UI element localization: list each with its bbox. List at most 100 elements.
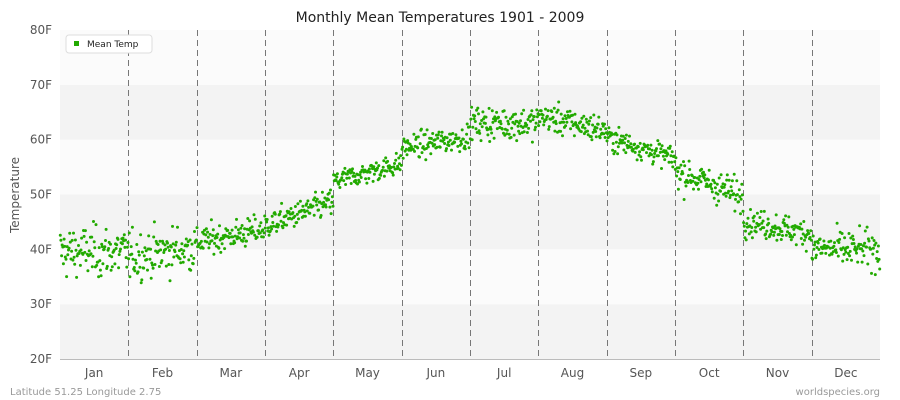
month-dividers bbox=[128, 30, 813, 359]
y-tick-label: 40F bbox=[30, 242, 52, 256]
data-point bbox=[750, 236, 754, 240]
data-point bbox=[767, 221, 771, 225]
data-point bbox=[460, 128, 464, 132]
y-axis-label: Temperature bbox=[8, 157, 22, 234]
data-point bbox=[860, 260, 864, 264]
data-point bbox=[261, 228, 265, 232]
data-point bbox=[230, 228, 234, 232]
data-point bbox=[167, 263, 171, 266]
data-point bbox=[676, 187, 680, 191]
data-point bbox=[189, 254, 193, 258]
data-point bbox=[205, 240, 209, 244]
data-point bbox=[135, 243, 139, 246]
data-point bbox=[206, 230, 210, 234]
data-point bbox=[553, 129, 557, 133]
data-point bbox=[66, 253, 70, 257]
data-point bbox=[713, 186, 717, 190]
data-point bbox=[863, 229, 867, 233]
data-point bbox=[416, 135, 420, 139]
data-point bbox=[115, 243, 119, 247]
data-point bbox=[592, 113, 596, 117]
data-point bbox=[772, 233, 776, 237]
data-point bbox=[319, 214, 323, 217]
data-point bbox=[413, 149, 416, 153]
data-point bbox=[270, 227, 274, 231]
data-point bbox=[114, 247, 118, 250]
data-point bbox=[271, 221, 275, 224]
data-point bbox=[253, 217, 257, 221]
data-point bbox=[246, 233, 250, 236]
data-point bbox=[730, 189, 734, 193]
data-point bbox=[529, 113, 533, 117]
data-point bbox=[858, 224, 862, 228]
data-point bbox=[168, 279, 172, 283]
data-point bbox=[490, 131, 494, 135]
data-point bbox=[456, 144, 460, 148]
data-point bbox=[775, 238, 779, 242]
data-point bbox=[602, 132, 606, 136]
data-point bbox=[480, 125, 484, 129]
data-point bbox=[728, 196, 732, 200]
data-point bbox=[389, 165, 393, 169]
data-point bbox=[187, 258, 191, 262]
data-point bbox=[204, 227, 208, 231]
data-point bbox=[603, 136, 607, 139]
data-point bbox=[840, 232, 844, 235]
data-point bbox=[786, 230, 789, 234]
data-point bbox=[279, 219, 283, 223]
data-point bbox=[824, 251, 828, 255]
data-point bbox=[591, 123, 595, 127]
data-point bbox=[873, 273, 877, 277]
data-point bbox=[241, 233, 245, 237]
data-point bbox=[171, 224, 174, 228]
data-point bbox=[792, 227, 796, 231]
data-point bbox=[817, 248, 821, 251]
data-point bbox=[367, 167, 371, 171]
data-point bbox=[505, 128, 509, 132]
data-point bbox=[705, 182, 709, 186]
data-point bbox=[343, 166, 347, 170]
data-point bbox=[531, 118, 535, 122]
data-point bbox=[715, 203, 719, 207]
data-point bbox=[381, 168, 384, 172]
data-point bbox=[377, 176, 381, 180]
y-tick-label: 30F bbox=[30, 297, 52, 311]
data-point bbox=[117, 266, 121, 270]
data-point bbox=[172, 255, 176, 259]
data-point bbox=[258, 224, 262, 228]
data-point bbox=[140, 250, 144, 254]
data-point bbox=[284, 214, 288, 218]
data-point bbox=[675, 174, 679, 178]
data-point bbox=[510, 126, 514, 130]
data-point bbox=[248, 219, 252, 223]
data-point bbox=[559, 112, 563, 116]
data-point bbox=[565, 120, 569, 124]
data-point bbox=[243, 244, 247, 248]
data-point bbox=[757, 223, 761, 227]
data-point bbox=[405, 153, 409, 157]
data-point bbox=[459, 139, 463, 143]
data-point bbox=[467, 146, 471, 150]
data-point bbox=[759, 210, 763, 213]
data-point bbox=[513, 122, 517, 126]
data-point bbox=[646, 143, 650, 147]
data-point bbox=[178, 257, 182, 261]
data-point bbox=[435, 145, 439, 149]
data-point bbox=[640, 158, 643, 162]
data-point bbox=[712, 196, 716, 200]
data-point bbox=[687, 174, 690, 177]
data-point bbox=[782, 218, 786, 222]
data-point bbox=[547, 125, 551, 129]
data-point bbox=[90, 235, 94, 239]
data-point bbox=[149, 247, 153, 251]
data-point bbox=[99, 274, 103, 278]
data-point bbox=[446, 140, 450, 144]
data-point bbox=[801, 242, 805, 246]
data-point bbox=[660, 167, 663, 170]
data-point bbox=[463, 144, 467, 148]
data-point bbox=[171, 242, 175, 246]
data-point bbox=[597, 115, 601, 119]
data-point bbox=[472, 117, 476, 121]
data-point bbox=[416, 146, 420, 150]
data-point bbox=[749, 208, 752, 211]
